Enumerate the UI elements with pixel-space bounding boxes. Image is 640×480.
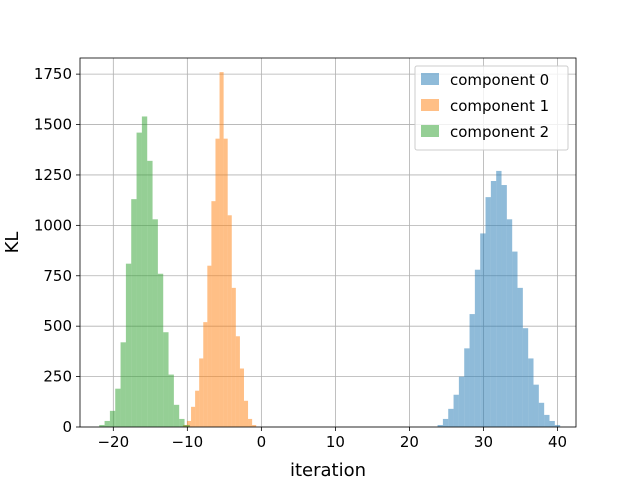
histogram-bar [538,402,545,427]
histogram-bar [480,233,486,427]
legend-swatch-component-2 [421,125,439,137]
histogram-bar [448,408,454,427]
series-component-1 [182,72,257,428]
histogram-bar [219,72,224,428]
histogram-bar [120,342,126,427]
histogram-bar [437,424,443,427]
y-tick-label: 500 [43,317,72,335]
x-tick-label: −20 [97,433,129,451]
histogram-bar [243,400,249,427]
axis-ticks: −20 −10 0 10 20 30 40 0 250 500 750 1000 1250 1500 175… [34,65,567,451]
y-tick-label: 750 [43,267,72,285]
x-tick-label: 30 [474,433,493,451]
legend: component 0 component 1 component 2 [414,65,569,151]
histogram-bar [496,170,502,427]
series-component-2 [99,116,190,428]
histogram-bar [549,420,555,427]
histogram-bar [152,219,158,427]
histogram-bar [115,388,121,427]
histogram-bar [157,273,164,427]
histogram-bar [522,328,529,427]
y-tick-label: 1250 [34,166,72,184]
histogram-bar [207,265,212,427]
histogram-bar [474,269,481,427]
histogram-bar [199,358,204,427]
histogram-bar [453,394,459,427]
histogram-bar [528,358,534,427]
histogram-bar [485,197,491,427]
legend-label-component-2: component 2 [450,123,549,141]
histogram-bar [544,414,550,427]
histogram-bar [442,418,449,427]
y-tick-label: 1500 [34,116,72,134]
x-tick-label: −10 [172,433,204,451]
histogram-bar [99,424,105,427]
histogram-bar [168,374,174,427]
histogram-bar [147,160,153,427]
histogram-bar [501,185,507,427]
histogram-bar [186,420,192,427]
histogram-bar [223,138,228,427]
legend-swatch-component-0 [421,73,439,85]
y-tick-label: 1000 [34,216,72,234]
legend-label-component-0: component 0 [450,71,549,89]
y-axis-title: KL [2,232,23,254]
histogram-bar [512,251,518,427]
histogram-bar [235,336,240,427]
legend-label-component-1: component 1 [450,97,549,115]
x-tick-label: 20 [400,433,419,451]
histogram-bar [141,116,148,428]
x-axis-title: iteration [290,460,366,480]
histogram-bar [203,322,208,427]
histogram-bar [464,348,470,427]
histogram-bar [554,424,561,427]
histogram-bar [125,263,132,427]
histogram-bar [227,215,232,427]
y-tick-label: 250 [43,368,72,386]
legend-swatch-component-1 [421,99,439,111]
y-tick-label: 1750 [34,65,72,83]
histogram-bar [191,406,196,427]
histogram-bar [184,424,190,427]
histogram-bar [179,418,185,427]
histogram-bar [506,219,513,427]
histogram-bar [211,201,216,427]
series-component-0 [437,170,561,427]
histogram-bar [131,199,137,427]
histogram-bar [195,390,200,427]
histogram-bar [215,138,220,427]
histogram-bar [163,332,169,427]
histogram-bar [490,181,497,427]
histogram-bar [533,384,539,427]
histogram-bar [469,314,475,427]
histogram-bar [109,410,116,427]
x-tick-label: 40 [548,433,567,451]
histogram-bar [231,287,236,427]
plot-frame [79,57,577,428]
y-tick-label: 0 [62,418,72,436]
histogram-bar [104,420,110,427]
histogram-bar [248,418,253,427]
histogram-bar [517,287,523,427]
x-tick-label: 0 [257,433,267,451]
histogram-bar [173,404,180,427]
histogram-bars [99,72,561,428]
x-tick-label: 10 [326,433,345,451]
histogram-bar [239,368,244,427]
histogram-bar [136,132,142,427]
histogram-bar [252,424,257,427]
histogram-bar [458,376,465,427]
legend-box [414,65,569,151]
